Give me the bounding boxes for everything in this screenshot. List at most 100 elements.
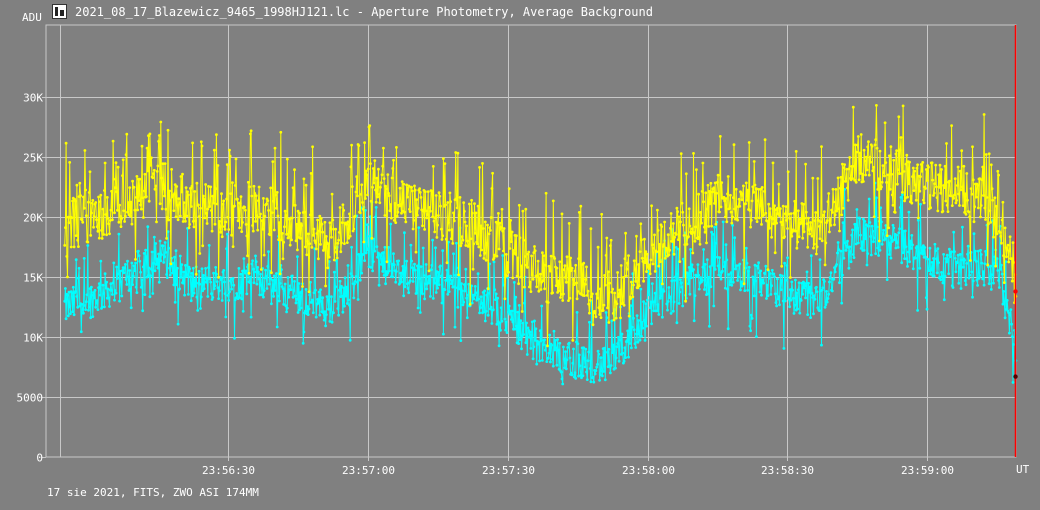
data-point	[175, 185, 179, 188]
data-point	[162, 261, 166, 264]
data-point	[809, 316, 812, 319]
data-point	[423, 282, 427, 286]
data-point	[623, 257, 627, 261]
data-point	[134, 258, 137, 261]
data-point	[989, 221, 992, 224]
data-point	[450, 228, 454, 232]
data-point	[333, 300, 337, 303]
data-point	[349, 272, 353, 275]
data-point	[497, 212, 500, 215]
data-point	[340, 285, 343, 288]
data-point	[439, 274, 443, 278]
lightcurve-app-icon[interactable]	[52, 4, 67, 19]
data-point	[731, 224, 734, 227]
data-point	[799, 299, 803, 302]
data-point	[425, 287, 429, 291]
data-point	[1000, 263, 1003, 267]
data-point	[918, 189, 922, 193]
series-cyan	[63, 181, 1018, 386]
data-point	[454, 151, 458, 154]
data-point	[841, 273, 844, 277]
data-point	[750, 199, 754, 203]
data-point	[244, 208, 247, 212]
data-point	[255, 282, 259, 286]
data-point	[622, 359, 626, 363]
data-point	[64, 141, 68, 145]
data-point	[119, 280, 123, 284]
data-point	[259, 212, 262, 216]
data-point	[135, 291, 139, 294]
data-point	[94, 201, 98, 204]
data-point	[669, 226, 672, 230]
data-point	[170, 168, 174, 171]
data-point	[802, 230, 806, 234]
data-point	[928, 194, 932, 197]
data-point	[288, 243, 292, 247]
data-point	[842, 166, 846, 170]
data-point	[963, 192, 967, 196]
data-point	[650, 243, 654, 247]
data-point	[896, 241, 899, 245]
data-point	[562, 345, 565, 349]
data-point	[121, 269, 124, 272]
data-point	[163, 241, 167, 244]
data-point	[675, 321, 679, 325]
data-point	[910, 201, 914, 205]
data-point	[514, 295, 518, 299]
data-point	[369, 162, 372, 166]
data-point	[299, 306, 303, 310]
data-point	[441, 249, 445, 253]
data-point	[262, 295, 265, 299]
data-point	[523, 285, 526, 289]
data-point	[578, 364, 582, 368]
data-point	[353, 214, 357, 218]
data-point	[983, 206, 987, 210]
data-point	[103, 305, 106, 309]
data-point	[744, 246, 748, 250]
data-point	[835, 209, 838, 213]
data-point	[875, 225, 879, 229]
data-point	[979, 253, 983, 256]
data-point	[645, 298, 649, 302]
data-point	[585, 378, 589, 381]
data-point	[828, 280, 831, 284]
data-point	[113, 186, 117, 190]
data-point	[280, 268, 283, 271]
data-point	[845, 167, 849, 171]
data-point	[167, 246, 171, 250]
data-point	[109, 208, 113, 212]
data-point	[969, 187, 973, 191]
data-point	[390, 176, 394, 180]
data-point	[697, 192, 700, 196]
data-point	[383, 245, 387, 249]
data-point	[428, 206, 432, 209]
data-point	[692, 319, 696, 323]
data-point	[411, 280, 415, 283]
data-point	[967, 276, 971, 280]
data-point	[964, 212, 968, 216]
data-point	[330, 192, 334, 196]
data-point	[564, 280, 568, 284]
data-point	[628, 342, 632, 345]
data-point	[215, 202, 219, 206]
data-point	[358, 255, 361, 258]
data-point	[435, 236, 439, 239]
data-point	[505, 274, 509, 278]
data-point	[387, 194, 391, 198]
data-point	[617, 292, 621, 296]
data-point	[596, 296, 599, 300]
data-point	[144, 248, 148, 252]
data-point	[181, 281, 185, 285]
data-point	[825, 290, 828, 293]
data-point	[457, 287, 461, 291]
data-point	[147, 199, 151, 203]
data-point	[63, 299, 67, 303]
data-point	[559, 293, 563, 296]
data-point	[635, 332, 638, 336]
data-point	[204, 267, 208, 270]
data-point	[680, 285, 684, 289]
series-layer	[63, 104, 1018, 386]
data-point	[851, 177, 854, 180]
data-point	[371, 269, 374, 273]
